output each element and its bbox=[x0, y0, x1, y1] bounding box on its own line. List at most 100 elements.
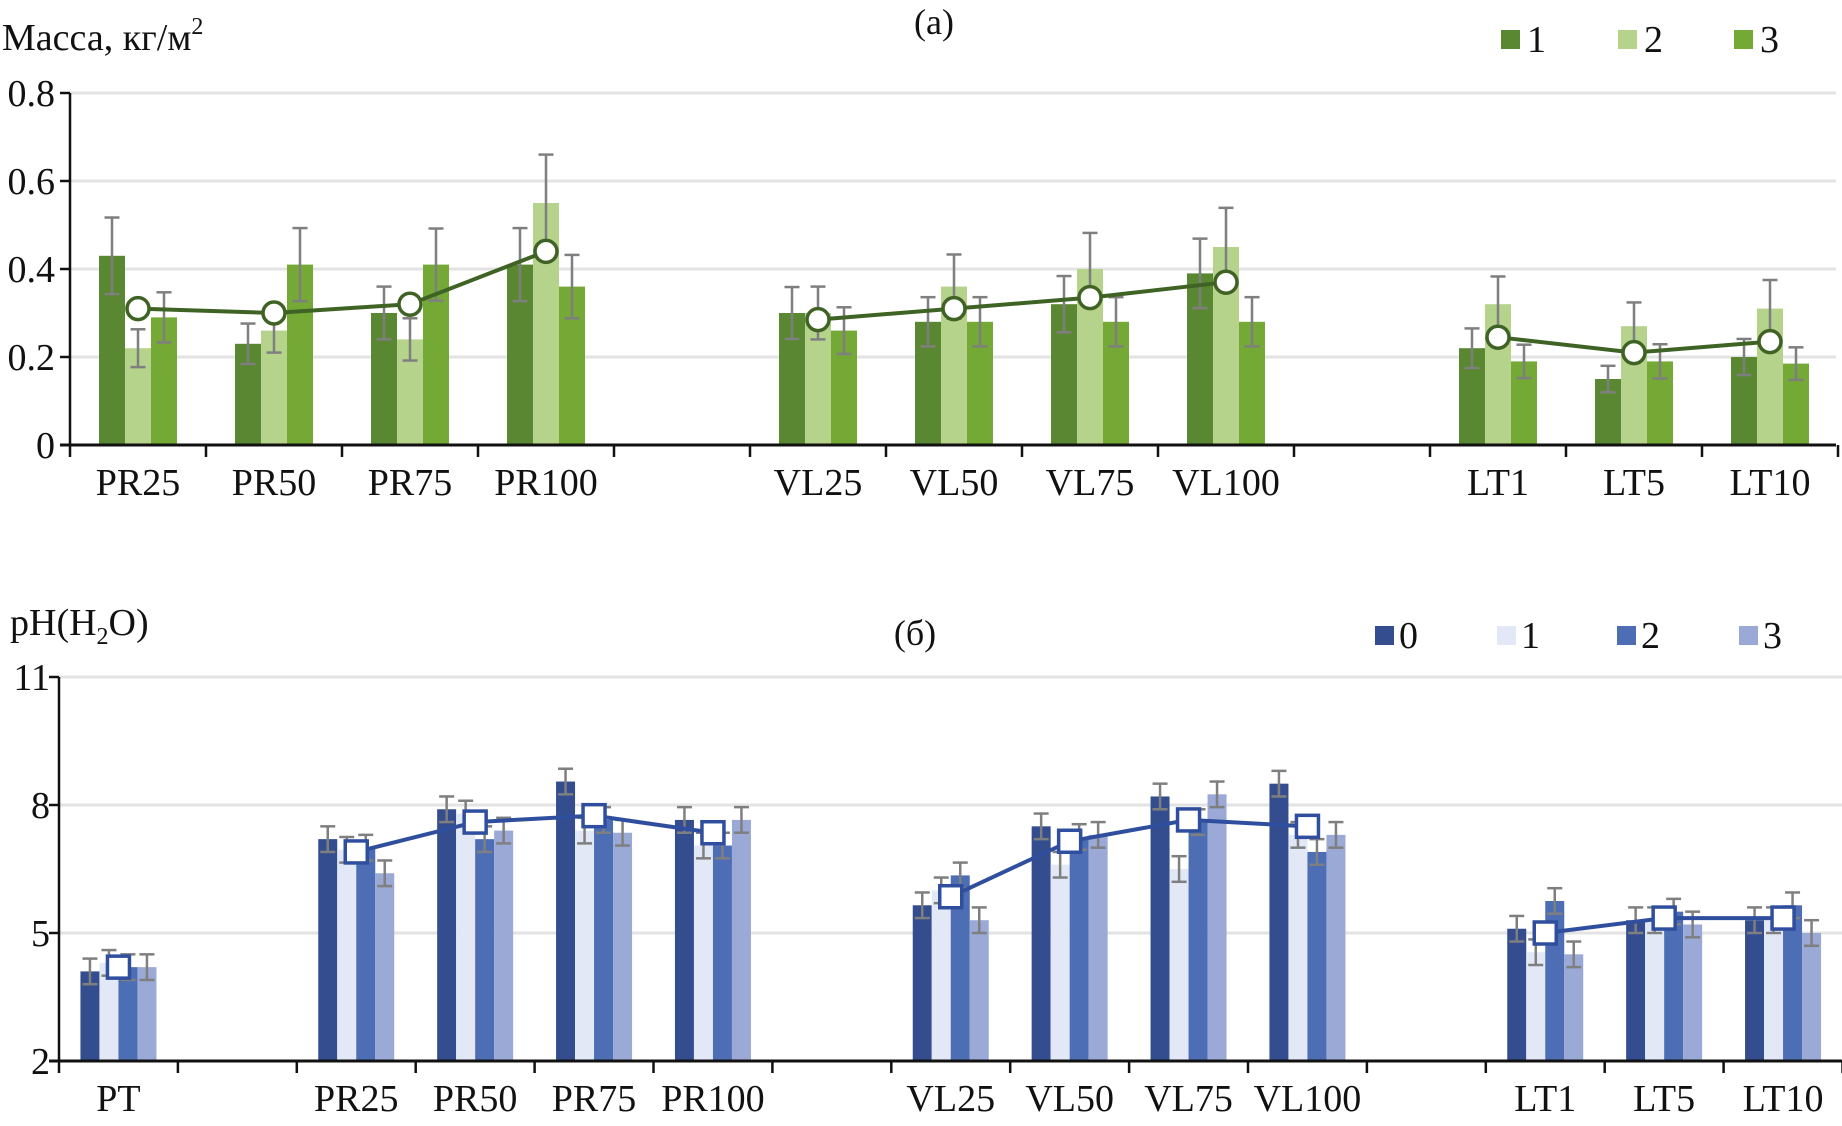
mean-marker-square bbox=[700, 819, 726, 846]
legend-swatch-1 bbox=[1497, 626, 1516, 645]
mean-marker-square bbox=[1175, 807, 1202, 833]
bar-series-3 bbox=[1564, 954, 1584, 1061]
legend-label-1: 1 bbox=[1521, 615, 1540, 657]
bar-series-2 bbox=[712, 845, 732, 1061]
x-tick-label: VL50 bbox=[910, 462, 999, 504]
bar-series-2 bbox=[1307, 851, 1327, 1061]
legend-label-2: 2 bbox=[1644, 19, 1663, 61]
mean-marker-square bbox=[1294, 813, 1321, 840]
bar-series-1 bbox=[575, 830, 595, 1061]
bar-series-1 bbox=[1645, 920, 1665, 1061]
chart-a-ylabel-sup: 2 bbox=[191, 14, 203, 40]
bar-series-1 bbox=[337, 849, 357, 1061]
bar-series-3 bbox=[613, 832, 633, 1061]
bar-series-2 bbox=[475, 839, 495, 1061]
x-tick-label: LT1 bbox=[1467, 462, 1529, 504]
chart-b-ylabel: pH(H2O) bbox=[10, 602, 149, 650]
mean-marker-square bbox=[1770, 905, 1796, 931]
mean-marker-circle bbox=[1213, 269, 1239, 295]
x-tick-label: VL100 bbox=[1254, 1078, 1362, 1120]
mean-marker-square bbox=[1056, 828, 1083, 855]
bar-series-3 bbox=[969, 920, 989, 1061]
x-tick-label: VL25 bbox=[906, 1078, 995, 1120]
mean-marker-circle bbox=[1757, 328, 1783, 355]
bar-series-2 bbox=[118, 967, 138, 1061]
bar-series-3 bbox=[1088, 834, 1108, 1061]
bar-series-1 bbox=[456, 813, 476, 1061]
chart-a-mean-line bbox=[125, 238, 1783, 366]
bar-series-0 bbox=[318, 839, 338, 1061]
bar-series-3 bbox=[375, 873, 395, 1061]
legend-swatch-0 bbox=[1375, 626, 1394, 645]
legend-label-0: 0 bbox=[1399, 615, 1418, 657]
mean-line-segment bbox=[949, 817, 1308, 899]
legend-swatch-3 bbox=[1739, 626, 1758, 645]
mean-marker-square bbox=[1651, 905, 1677, 931]
legend-label-2: 2 bbox=[1641, 615, 1660, 657]
y-tick-label: 8 bbox=[31, 785, 50, 827]
y-tick-label: 2 bbox=[31, 1041, 50, 1083]
x-tick-label: PR25 bbox=[96, 462, 180, 504]
y-tick-label: 0 bbox=[36, 425, 55, 467]
bar-series-1 bbox=[1050, 864, 1070, 1061]
bar-series-0 bbox=[80, 971, 100, 1061]
bar-series-0 bbox=[1269, 783, 1289, 1061]
mean-marker-square bbox=[938, 883, 964, 910]
chart-a-title: (a) bbox=[914, 2, 954, 42]
bar-series-0 bbox=[1150, 796, 1170, 1061]
chart-a-axes: 0 0.2 0.4 0.6 0.8 PR25 PR50 PR75 PR100 VL25 VL50 VL… bbox=[8, 73, 1840, 504]
x-tick-label: PR75 bbox=[368, 462, 452, 504]
x-tick-label: LT5 bbox=[1633, 1078, 1695, 1120]
bar-series-2 bbox=[1664, 911, 1684, 1061]
mean-marker-circle bbox=[125, 295, 151, 322]
legend-swatch-1 bbox=[1501, 30, 1520, 49]
chart-b-bars bbox=[80, 781, 1822, 1061]
legend-swatch-3 bbox=[1734, 30, 1753, 49]
x-tick-label: VL50 bbox=[1025, 1078, 1114, 1120]
x-tick-label: VL100 bbox=[1172, 462, 1280, 504]
bar-series-0 bbox=[556, 781, 576, 1061]
y-tick-label: 0.8 bbox=[8, 73, 56, 115]
legend-swatch-2 bbox=[1617, 626, 1636, 645]
mean-marker-square bbox=[105, 954, 132, 980]
mean-marker-circle bbox=[397, 291, 423, 317]
x-tick-label: LT5 bbox=[1603, 462, 1665, 504]
x-tick-label: VL75 bbox=[1046, 462, 1135, 504]
y-tick-label: 0.6 bbox=[8, 161, 56, 203]
bar-series-2 bbox=[1069, 837, 1089, 1061]
mean-marker-circle bbox=[1621, 339, 1647, 366]
chart-a-ylabel: Масса, кг/м2 bbox=[2, 14, 203, 59]
mean-marker-circle bbox=[805, 306, 831, 333]
x-tick-label: LT10 bbox=[1730, 462, 1811, 504]
y-tick-label: 0.2 bbox=[8, 337, 56, 379]
mean-marker-circle bbox=[1077, 284, 1103, 311]
y-tick-label: 11 bbox=[13, 657, 50, 699]
x-tick-label: PR100 bbox=[661, 1078, 764, 1120]
bar-series-1 bbox=[693, 845, 713, 1061]
bar-series-3 bbox=[731, 819, 751, 1061]
y-tick-label: 5 bbox=[31, 913, 50, 955]
bar-series-2 bbox=[950, 875, 970, 1061]
chart-b-title: (б) bbox=[894, 613, 936, 653]
bar-series-0 bbox=[674, 819, 694, 1061]
bar-series-0 bbox=[1745, 920, 1765, 1061]
bar-series-1 bbox=[1764, 920, 1784, 1061]
x-tick-label: VL25 bbox=[774, 462, 863, 504]
mean-marker-circle bbox=[261, 300, 287, 326]
bar-series-1 bbox=[1169, 869, 1189, 1061]
chart-b-ylabel-tail: O) bbox=[109, 602, 149, 644]
y-tick-label: 0.4 bbox=[8, 249, 56, 291]
bar-series-2 bbox=[594, 819, 614, 1061]
bar-series-1 bbox=[1288, 834, 1308, 1061]
chart-b-ylabel-text: pH(H bbox=[10, 602, 97, 644]
mean-marker-circle bbox=[1485, 324, 1511, 350]
legend-swatch-2 bbox=[1618, 30, 1637, 49]
bar-series-2 bbox=[1783, 905, 1803, 1061]
mean-marker-square bbox=[1532, 920, 1558, 946]
mean-marker-square bbox=[581, 802, 607, 829]
bar-series-0 bbox=[1031, 826, 1051, 1061]
x-tick-label: PR25 bbox=[314, 1078, 398, 1120]
